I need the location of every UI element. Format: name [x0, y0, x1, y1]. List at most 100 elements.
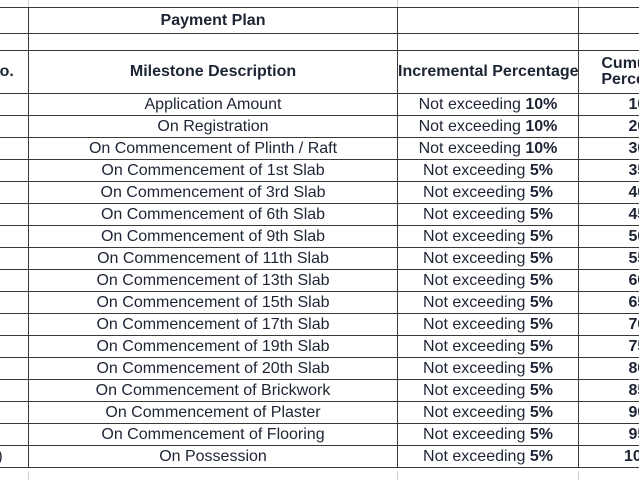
- gridline-stub: [397, 471, 398, 480]
- incremental-value: 5%: [529, 205, 553, 223]
- cell-cumulative: 60%: [578, 269, 639, 292]
- cell-cumulative: 40%: [578, 181, 639, 204]
- incremental-value: 5%: [529, 183, 553, 201]
- incremental-prefix: Not exceeding: [418, 117, 521, 135]
- empty-cell: [397, 33, 579, 51]
- cell-cumulative: 35%: [578, 159, 639, 182]
- table-row: xii) On Commencement of 19th Slab Not ex…: [0, 335, 639, 358]
- incremental-value: 10%: [525, 139, 558, 157]
- cell-srno: xv): [0, 401, 29, 424]
- empty-cell: [0, 33, 29, 51]
- incremental-value: 10%: [525, 95, 558, 113]
- empty-cell: [28, 33, 398, 51]
- cell-srno: iv): [0, 159, 29, 182]
- cell-milestone: On Commencement of Plinth / Raft: [28, 137, 398, 160]
- cell-cumulative: 90%: [578, 401, 639, 424]
- cell-milestone: On Commencement of Plaster: [28, 401, 398, 424]
- table-row: xv) On Commencement of Plaster Not excee…: [0, 401, 639, 424]
- cell-incremental: Not exceeding 5%: [397, 291, 579, 314]
- cell-incremental: Not exceeding 5%: [397, 247, 579, 270]
- gridline-stub: [578, 471, 579, 480]
- cell-incremental: Not exceeding 5%: [397, 357, 579, 380]
- table-row: vi) On Commencement of 6th Slab Not exce…: [0, 203, 639, 226]
- table-row: xiv) On Commencement of Brickwork Not ex…: [0, 379, 639, 402]
- cell-incremental: Not exceeding 10%: [397, 93, 579, 116]
- cell-srno: viii): [0, 247, 29, 270]
- cell-cumulative: 30%: [578, 137, 639, 160]
- incremental-prefix: Not exceeding: [418, 95, 521, 113]
- cell-incremental: Not exceeding 5%: [397, 313, 579, 336]
- cell-srno: x): [0, 291, 29, 314]
- gridline-stub: [397, 0, 398, 7]
- col-header-cumulative: Cumulative Percentage: [578, 50, 639, 94]
- table-row: xvi) On Commencement of Flooring Not exc…: [0, 423, 639, 446]
- incremental-prefix: Not exceeding: [418, 139, 521, 157]
- empty-cell: [578, 7, 639, 34]
- incremental-prefix: Not exceeding: [423, 183, 526, 201]
- cell-srno: v): [0, 181, 29, 204]
- cell-srno: vi): [0, 203, 29, 226]
- cell-srno: i): [0, 93, 29, 116]
- cell-cumulative: 55%: [578, 247, 639, 270]
- cell-srno: vii): [0, 225, 29, 248]
- cell-cumulative: 50%: [578, 225, 639, 248]
- table-row: xi) On Commencement of 17th Slab Not exc…: [0, 313, 639, 336]
- table-row: x) On Commencement of 15th Slab Not exce…: [0, 291, 639, 314]
- cell-srno: ix): [0, 269, 29, 292]
- cumulative-header-line1: Cumulative: [601, 55, 639, 72]
- cell-cumulative: 100%: [578, 445, 639, 468]
- incremental-value: 5%: [529, 293, 553, 311]
- title-row: Payment Plan: [0, 7, 639, 34]
- incremental-value: 5%: [529, 381, 553, 399]
- incremental-prefix: Not exceeding: [423, 337, 526, 355]
- data-rows: Payment Plan Sr. No. Milestone Descripti…: [0, 7, 639, 468]
- cell-srno: iii): [0, 137, 29, 160]
- table-row: iv) On Commencement of 1st Slab Not exce…: [0, 159, 639, 182]
- cell-incremental: Not exceeding 5%: [397, 203, 579, 226]
- cumulative-header-line2: Percentage: [601, 71, 639, 88]
- incremental-value: 5%: [529, 227, 553, 245]
- incremental-prefix: Not exceeding: [423, 403, 526, 421]
- table-row: iii) On Commencement of Plinth / Raft No…: [0, 137, 639, 160]
- cell-incremental: Not exceeding 5%: [397, 181, 579, 204]
- cell-milestone: Application Amount: [28, 93, 398, 116]
- cell-incremental: Not exceeding 5%: [397, 445, 579, 468]
- empty-cell: [0, 7, 29, 34]
- cell-srno: xiv): [0, 379, 29, 402]
- payment-plan-table: Payment Plan Sr. No. Milestone Descripti…: [0, 7, 639, 468]
- incremental-value: 5%: [529, 315, 553, 333]
- cell-milestone: On Commencement of 19th Slab: [28, 335, 398, 358]
- incremental-prefix: Not exceeding: [423, 205, 526, 223]
- cell-incremental: Not exceeding 5%: [397, 423, 579, 446]
- col-header-srno: Sr. No.: [0, 50, 29, 94]
- incremental-value: 5%: [529, 337, 553, 355]
- table-title: Payment Plan: [28, 7, 398, 34]
- cell-milestone: On Commencement of Flooring: [28, 423, 398, 446]
- cell-incremental: Not exceeding 5%: [397, 269, 579, 292]
- incremental-prefix: Not exceeding: [423, 315, 526, 333]
- cell-cumulative: 65%: [578, 291, 639, 314]
- col-header-milestone: Milestone Description: [28, 50, 398, 94]
- gridline-stub: [28, 0, 29, 7]
- incremental-prefix: Not exceeding: [423, 161, 526, 179]
- cell-incremental: Not exceeding 10%: [397, 137, 579, 160]
- table-row: xiii) On Commencement of 20th Slab Not e…: [0, 357, 639, 380]
- empty-cell: [397, 7, 579, 34]
- col-header-incremental: Incremental Percentage: [397, 50, 579, 94]
- incremental-value: 5%: [529, 249, 553, 267]
- cell-cumulative: 85%: [578, 379, 639, 402]
- cell-milestone: On Commencement of 6th Slab: [28, 203, 398, 226]
- cell-srno: ii): [0, 115, 29, 138]
- incremental-value: 5%: [529, 161, 553, 179]
- cell-milestone: On Commencement of 17th Slab: [28, 313, 398, 336]
- incremental-prefix: Not exceeding: [423, 271, 526, 289]
- cell-cumulative: 20%: [578, 115, 639, 138]
- cell-cumulative: 75%: [578, 335, 639, 358]
- incremental-prefix: Not exceeding: [423, 227, 526, 245]
- incremental-value: 5%: [529, 425, 553, 443]
- incremental-prefix: Not exceeding: [423, 249, 526, 267]
- spacer-row: [0, 33, 639, 51]
